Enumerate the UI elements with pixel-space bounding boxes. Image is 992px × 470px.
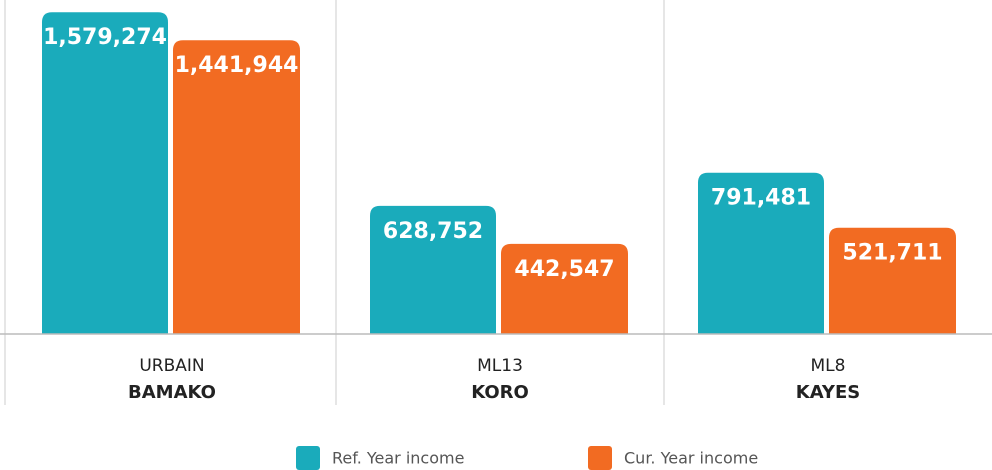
legend-swatch [296,446,320,470]
value-label: 1,441,944 [175,53,299,78]
bar [370,205,496,334]
legend-label: Cur. Year income [624,449,758,468]
category-code: ML8 [811,356,846,376]
bar [501,243,628,334]
category-label: KORO [471,382,529,403]
bar [698,172,824,334]
bar [42,12,168,334]
bar [829,227,956,334]
value-label: 628,752 [383,219,483,244]
bar [173,40,300,334]
legend-swatch [588,446,612,470]
category-label: KAYES [796,382,860,403]
category-code: URBAIN [139,356,204,376]
value-label: 791,481 [711,186,811,211]
legend-label: Ref. Year income [332,449,464,468]
category-label: BAMAKO [128,382,216,403]
value-label: 521,711 [842,241,942,266]
value-label: 442,547 [514,257,614,282]
value-label: 1,579,274 [43,25,167,50]
category-code: ML13 [477,356,523,376]
